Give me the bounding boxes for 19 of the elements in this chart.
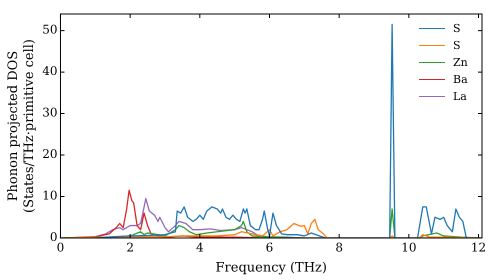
legend-label: Ba <box>453 73 468 86</box>
x-tick-label: 2 <box>126 240 134 254</box>
x-tick-label: 6 <box>266 240 274 254</box>
legend-label: Zn <box>453 56 468 69</box>
x-tick-label: 10 <box>401 240 416 254</box>
y-tick-label: 40 <box>42 64 58 78</box>
y-tick-label: 30 <box>42 106 58 120</box>
x-tick-label: 4 <box>196 240 204 254</box>
y-tick-label: 10 <box>42 188 58 203</box>
x-tick-label: 12 <box>470 240 486 254</box>
legend-label: S <box>453 39 461 52</box>
y-tick-label: 50 <box>42 22 58 37</box>
x-axis-title: Frequency (THz) <box>216 260 327 276</box>
y-tick-label: 0 <box>50 230 58 244</box>
y-tick-label: 20 <box>42 147 58 162</box>
legend-label: La <box>453 90 467 103</box>
y-axis-title: Phonon projected DOS (States/THz·primitive cell) <box>6 38 37 214</box>
legend-label: S <box>453 22 461 35</box>
x-tick-label: 8 <box>335 240 343 254</box>
